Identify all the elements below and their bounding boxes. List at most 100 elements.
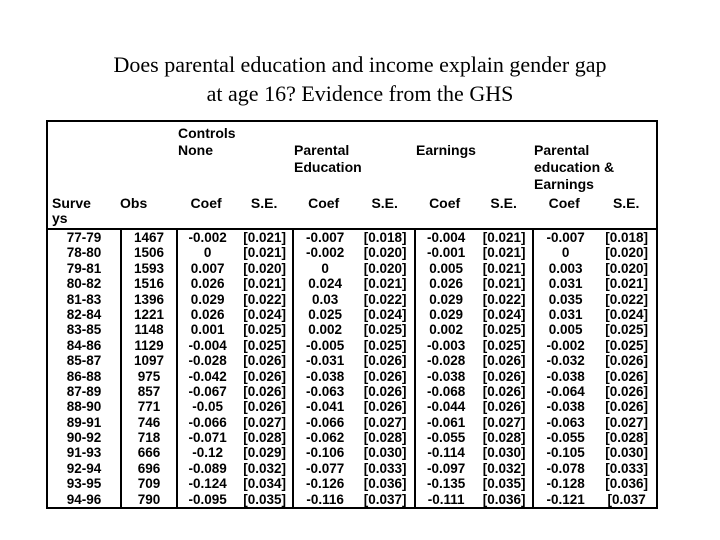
- table-row: 79-81 1593 0.007 [0.020] 0 [0.020] 0.005…: [48, 260, 656, 277]
- cell-survey: 77-79: [66, 230, 102, 245]
- cell-coef: -0.031: [306, 353, 345, 369]
- group-header-spacer-2: [120, 122, 176, 193]
- table-row: 81-83 1396 0.029 [0.022] 0.03 [0.022] 0.…: [48, 291, 656, 307]
- cell-coef: 0.029: [429, 291, 464, 307]
- cell-obs: 1148: [120, 322, 176, 338]
- cell-se: [0.021]: [243, 230, 286, 245]
- cell-se: [0.026]: [363, 399, 407, 415]
- column-header-earnings-pair: Coef S.E.: [414, 192, 532, 211]
- cell-obs: 1467: [120, 230, 176, 246]
- cell-se: [0.026]: [605, 399, 649, 415]
- cell-se: [0.026]: [482, 353, 526, 369]
- cell-se: [0.027]: [243, 414, 286, 430]
- cell-parental-education-earnings-pair: -0.038 [0.026]: [532, 399, 656, 415]
- cell-coef: -0.135: [426, 476, 466, 492]
- data-table: Controls None Parental Education Earning…: [46, 120, 658, 510]
- cell-coef: -0.128: [546, 476, 585, 492]
- cell-coef: 0.035: [548, 291, 583, 307]
- cell-none-pair: -0.095 [0.035]: [176, 491, 292, 508]
- cell-coef: -0.032: [546, 353, 585, 369]
- cell-survey: 87-89: [66, 383, 102, 399]
- cell-se: [0.024]: [605, 306, 649, 322]
- cell-survey: 92-94: [66, 460, 102, 476]
- cell-none-pair: -0.004 [0.025]: [176, 337, 292, 354]
- cell-coef: -0.066: [188, 414, 227, 430]
- cell-coef: -0.111: [427, 491, 465, 507]
- cell-parental-education-pair: -0.005 [0.025]: [292, 337, 414, 354]
- cell-coef: -0.055: [546, 430, 585, 446]
- se-header: S.E.: [371, 195, 398, 211]
- cell-se: [0.026]: [482, 383, 526, 399]
- cell-coef: 0.003: [548, 260, 583, 276]
- cell-coef: -0.038: [306, 368, 345, 384]
- cell-earnings-pair: 0.005 [0.021]: [414, 260, 532, 277]
- cell-coef: -0.063: [306, 383, 345, 399]
- cell-se: [0.026]: [243, 399, 286, 415]
- table-row: 78-80 1506 0 [0.021] -0.002 [0.020] -0.0…: [48, 245, 656, 261]
- cell-coef: -0.061: [426, 414, 466, 430]
- column-header-parental-education-pair: Coef S.E.: [292, 192, 414, 211]
- table-row: 92-94 696 -0.089 [0.032] -0.077 [0.033] …: [48, 460, 656, 477]
- cell-coef: -0.002: [546, 337, 585, 353]
- cell-earnings-pair: -0.003 [0.025]: [414, 337, 532, 354]
- cell-se: [0.021]: [482, 260, 526, 276]
- cell-se: [0.025]: [363, 337, 407, 353]
- cell-se: [0.026]: [605, 368, 649, 384]
- cell-se: [0.021]: [243, 245, 286, 261]
- cell-coef: -0.078: [546, 460, 585, 476]
- cell-coef: 0.026: [190, 306, 225, 322]
- cell-survey: 82-84: [66, 306, 102, 322]
- cell-parental-education-earnings-pair: -0.128 [0.036]: [532, 476, 656, 492]
- table-row: 82-84 1221 0.026 [0.024] 0.025 [0.024] 0…: [48, 306, 656, 323]
- cell-se: [0.036]: [363, 476, 407, 492]
- cell-coef: 0.002: [308, 322, 343, 338]
- cell-se: [0.035]: [482, 476, 526, 492]
- cell-coef: -0.005: [306, 337, 345, 353]
- group-label-none: None: [178, 142, 213, 158]
- cell-se: [0.026]: [363, 368, 407, 384]
- cell-parental-education-pair: -0.038 [0.026]: [292, 368, 414, 384]
- cell-coef: -0.063: [546, 414, 585, 430]
- cell-parental-education-pair: -0.077 [0.033]: [292, 460, 414, 477]
- cell-se: [0.032]: [482, 460, 526, 476]
- cell-earnings-pair: -0.111 [0.036]: [414, 491, 532, 508]
- cell-coef: -0.068: [426, 383, 466, 399]
- cell-none-pair: -0.002 [0.021]: [176, 230, 292, 246]
- cell-se: [0.024]: [363, 306, 407, 322]
- cell-parental-education-pair: -0.116 [0.037]: [292, 491, 414, 508]
- cell-none-pair: -0.05 [0.026]: [176, 399, 292, 415]
- table-row: 91-93 666 -0.12 [0.029] -0.106 [0.030] -…: [48, 445, 656, 461]
- cell-parental-education-earnings-pair: 0.031 [0.024]: [532, 306, 656, 323]
- cell-survey: 90-92: [66, 430, 102, 446]
- cell-parental-education-pair: -0.041 [0.026]: [292, 399, 414, 415]
- cell-parental-education-pair: -0.126 [0.036]: [292, 476, 414, 492]
- cell-coef: -0.114: [427, 445, 465, 461]
- cell-parental-education-earnings-pair: 0.031 [0.021]: [532, 276, 656, 292]
- cell-coef: -0.062: [306, 430, 345, 446]
- se-header: S.E.: [612, 195, 640, 211]
- cell-se: [0.022]: [363, 291, 407, 307]
- table-header: Controls None Parental Education Earning…: [48, 122, 656, 230]
- cell-parental-education-pair: -0.002 [0.020]: [292, 245, 414, 261]
- cell-earnings-pair: 0.029 [0.022]: [414, 291, 532, 307]
- cell-se: [0.025]: [243, 322, 286, 338]
- cell-se: [0.037]: [363, 491, 407, 507]
- cell-coef: -0.121: [546, 491, 585, 507]
- table-row: 90-92 718 -0.071 [0.028] -0.062 [0.028] …: [48, 430, 656, 446]
- cell-earnings-pair: -0.001 [0.021]: [414, 245, 532, 261]
- cell-survey: 88-90: [66, 399, 102, 415]
- cell-coef: -0.004: [426, 230, 466, 245]
- cell-coef: -0.044: [426, 399, 466, 415]
- cell-se: [0.020]: [363, 260, 407, 276]
- cell-none-pair: 0.001 [0.025]: [176, 322, 292, 338]
- cell-coef: -0.071: [188, 430, 227, 446]
- cell-coef: 0: [321, 260, 329, 276]
- cell-coef: -0.004: [188, 337, 227, 353]
- cell-survey: 84-86: [66, 337, 102, 353]
- cell-none-pair: 0.026 [0.021]: [176, 276, 292, 292]
- cell-survey: 89-91: [66, 414, 102, 430]
- cell-se: [0.018]: [363, 230, 407, 245]
- group-header-earnings: Earnings: [416, 142, 476, 158]
- cell-obs: 1221: [120, 306, 176, 323]
- table-row: 85-87 1097 -0.028 [0.026] -0.031 [0.026]…: [48, 353, 656, 369]
